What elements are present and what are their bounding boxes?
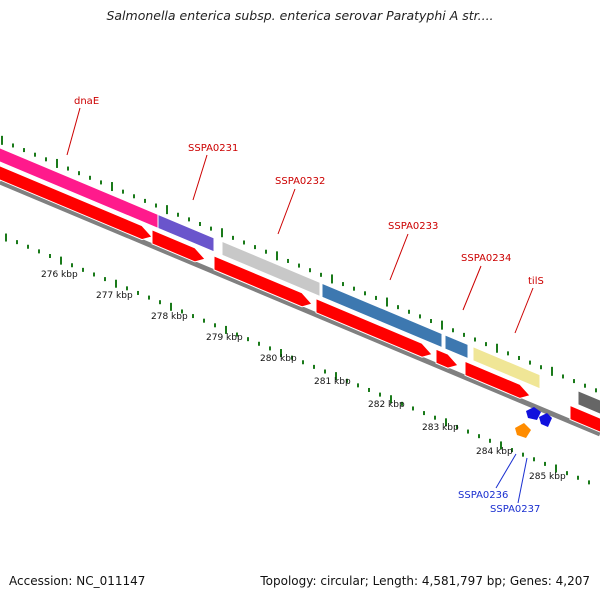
outer-tick-ring xyxy=(1,135,597,393)
gene-label-sspa0232[interactable]: SSPA0232 xyxy=(275,176,325,187)
inner-tick-ring xyxy=(5,233,590,485)
tick-label: 284 kbp xyxy=(476,447,513,457)
cds-dnaE xyxy=(0,165,153,241)
leader-line xyxy=(389,233,409,281)
cds-sspa0234 xyxy=(435,348,459,369)
tick-label: 280 kbp xyxy=(260,354,297,364)
tick-label: 277 kbp xyxy=(96,291,133,301)
gene-sspa0233 xyxy=(321,282,443,349)
leader-line xyxy=(462,265,482,311)
gene-label-sspa0234[interactable]: SSPA0234 xyxy=(461,253,511,264)
cds-sspa0233 xyxy=(315,297,433,358)
tick-label: 278 kbp xyxy=(151,312,188,322)
gene-label-sspa0233[interactable]: SSPA0233 xyxy=(388,221,438,232)
tick-label: 281 kbp xyxy=(314,377,351,387)
tick-label: 282 kbp xyxy=(368,400,405,410)
gene-sspa0231 xyxy=(157,213,215,253)
tick-label: 285 kbp xyxy=(529,472,566,482)
label-leaders xyxy=(66,107,534,504)
cds-track xyxy=(0,165,600,433)
leader-line xyxy=(192,154,208,201)
tick-label: 279 kbp xyxy=(206,333,243,343)
gene-label-tilS[interactable]: tilS xyxy=(528,276,544,287)
small-orange-feature xyxy=(515,423,531,438)
small-blue-feature-a xyxy=(526,407,541,420)
gene-label-sspa0237[interactable]: SSPA0237 xyxy=(490,504,540,515)
feature-track xyxy=(0,147,600,415)
tick-label: 276 kbp xyxy=(41,270,78,280)
accession-text: Accession: NC_011147 xyxy=(9,574,146,588)
gene-next xyxy=(577,390,600,415)
cds-sspa0231 xyxy=(151,229,206,263)
small-features xyxy=(515,407,552,438)
genome-backbone xyxy=(0,179,600,437)
backbone-line xyxy=(0,179,600,437)
gene-tilS xyxy=(472,345,541,390)
small-blue-feature-b xyxy=(539,413,552,427)
gene-sspa0232 xyxy=(221,240,321,298)
cds-next xyxy=(569,404,600,433)
cds-sspa0232 xyxy=(213,255,313,308)
leader-line xyxy=(66,107,81,156)
leader-line xyxy=(495,453,517,489)
tick-label: 283 kbp xyxy=(422,423,459,433)
leader-line xyxy=(514,287,534,334)
gene-sspa0234 xyxy=(444,334,469,360)
leader-line xyxy=(277,188,296,235)
gene-label-sspa0231[interactable]: SSPA0231 xyxy=(188,143,238,154)
map-title: Salmonella enterica subsp. enterica sero… xyxy=(106,8,494,23)
cds-tilS xyxy=(464,360,531,399)
gene-label-sspa0236[interactable]: SSPA0236 xyxy=(458,490,508,501)
leader-line xyxy=(517,457,528,504)
gene-label-dnaE[interactable]: dnaE xyxy=(74,96,99,107)
topology-text: Topology: circular; Length: 4,581,797 bp… xyxy=(260,574,590,588)
